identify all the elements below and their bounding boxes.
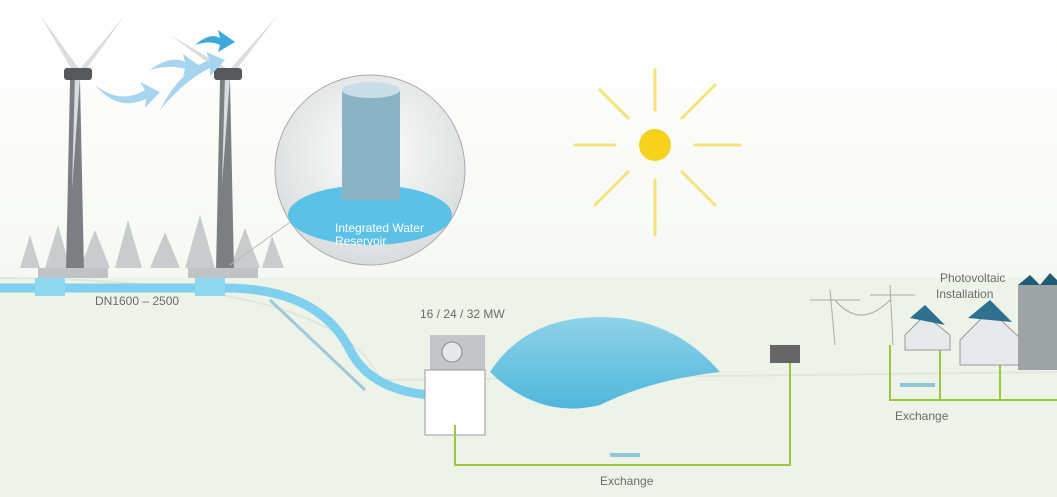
- power-label: 16 / 24 / 32 MW: [420, 307, 505, 321]
- pipe-joint: [195, 278, 225, 296]
- diagram: Integrated WaterReservoir DN1600 – 2500 …: [0, 0, 1057, 497]
- pv-label-line: Installation: [936, 287, 993, 301]
- transformer: [770, 345, 800, 363]
- reservoir-tank: [342, 90, 400, 200]
- reservoir-top: [342, 82, 400, 98]
- reservoir-label-line: Integrated Water: [335, 221, 424, 235]
- pipe-joint: [35, 278, 65, 296]
- exchange-label: Exchange: [600, 474, 654, 488]
- pipe-label: DN1600 – 2500: [95, 294, 179, 308]
- reservoir-label-line: Reservoir: [335, 234, 386, 248]
- generator-fan: [442, 342, 462, 362]
- exchange-label: Exchange: [895, 409, 949, 423]
- pv-label-line: Photovoltaic: [940, 271, 1005, 285]
